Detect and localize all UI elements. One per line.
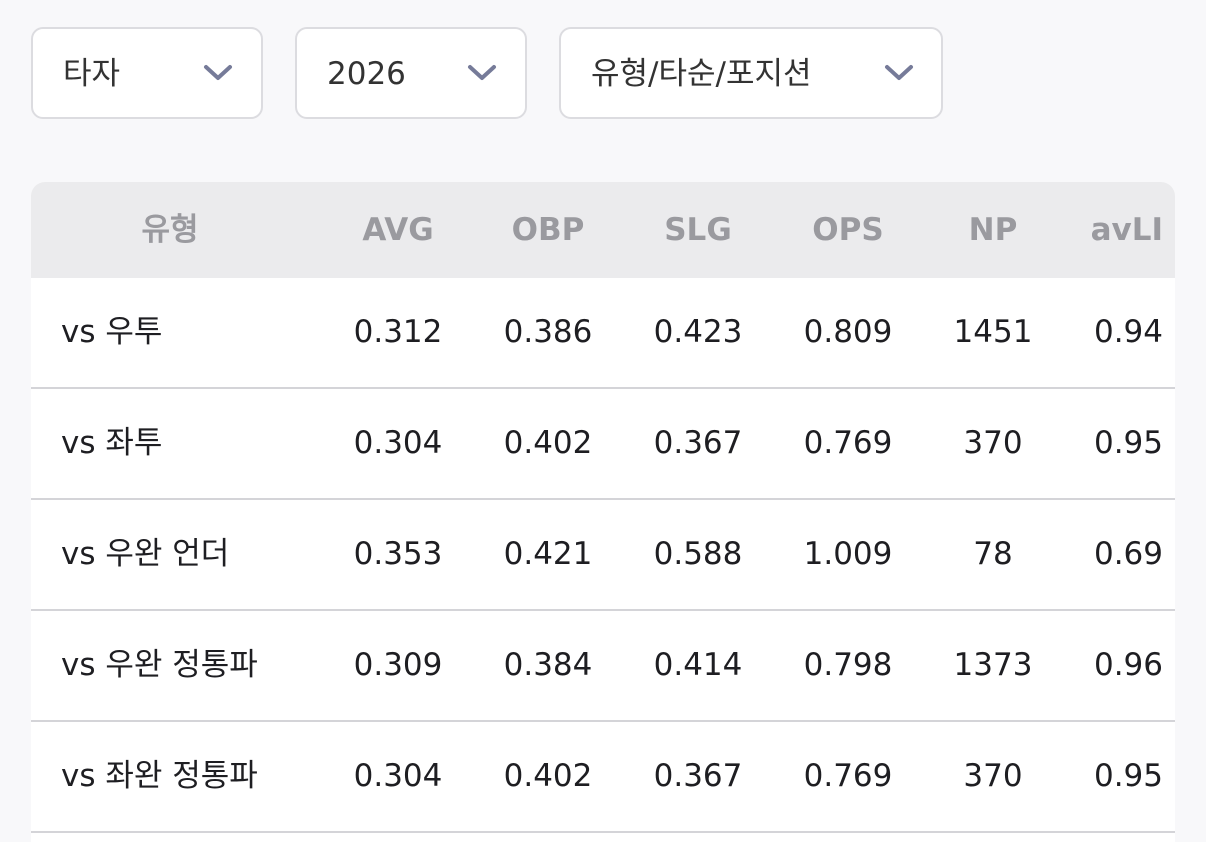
stat-cell: 78 (973, 536, 1013, 572)
stat-cell: 0.588 (653, 536, 743, 572)
table-row: vs 우투 0.312 0.386 0.423 0.809 1451 0.94 (31, 278, 1175, 389)
row-label: vs 우완 언더 (61, 536, 230, 572)
stat-cell: 0.309 (353, 647, 443, 683)
chevron (468, 65, 496, 80)
stat-cell: 0.414 (653, 647, 743, 683)
chevron (204, 65, 232, 80)
stat-cell: 0.353 (353, 536, 443, 572)
dropdown-label: 유형/타순/포지션 (591, 56, 812, 92)
stat-cell: 0.421 (503, 536, 593, 572)
stat-cell: 0.304 (353, 425, 443, 461)
header-cell[interactable]: SLG (664, 212, 732, 248)
table-header: 유형 AVG OBP SLG OPS NP avLI (31, 182, 1175, 280)
stats-table: 유형 AVG OBP SLG OPS NP avLI vs 우투 0.312 0.386 0.423… (31, 182, 1175, 842)
stat-cell: 0.769 (803, 425, 893, 461)
header-cell[interactable]: OPS (812, 212, 884, 248)
table-row: vs 좌완 정통파 0.304 0.402 0.367 0.769 370 0.95 (31, 722, 1175, 833)
stat-cell: 0.367 (653, 425, 743, 461)
table-row: vs 우완 언더 0.353 0.421 0.588 1.009 78 0.69 (31, 500, 1175, 611)
dropdown-label: 타자 (63, 56, 121, 92)
table-row: vs 좌투 0.304 0.402 0.367 0.769 370 0.95 (31, 389, 1175, 500)
stat-cell: 370 (963, 758, 1023, 794)
table-row: vs 우완 정통파 0.309 0.384 0.414 0.798 1373 0.96 (31, 611, 1175, 722)
row-label: vs 우투 (61, 314, 163, 350)
stat-cell: 0.809 (803, 314, 893, 350)
stat-cell: 0.96 (1093, 647, 1163, 683)
stat-cell: 0.367 (653, 758, 743, 794)
chevron (885, 65, 913, 80)
row-label: vs 우완 정통파 (61, 647, 258, 683)
stat-cell: 0.423 (653, 314, 743, 350)
stat-cell: 370 (963, 425, 1023, 461)
stat-cell: 0.95 (1093, 425, 1163, 461)
stat-cell: 0.386 (503, 314, 593, 350)
dropdown-label: 2026 (327, 56, 406, 92)
header-cell[interactable]: avLI (1090, 212, 1163, 248)
stat-cell: 1451 (953, 314, 1033, 350)
stat-cell: 0.94 (1093, 314, 1163, 350)
stat-cell: 0.69 (1093, 536, 1163, 572)
dropdown[interactable]: 타자 (31, 27, 263, 119)
dropdown[interactable]: 2026 (295, 27, 527, 119)
row-label: vs 좌완 정통파 (61, 758, 258, 794)
header-cell[interactable]: 유형 (141, 212, 199, 248)
stat-cell: 0.95 (1093, 758, 1163, 794)
stat-cell: 0.384 (503, 647, 593, 683)
stat-cell: 0.312 (353, 314, 443, 350)
row-label: vs 좌투 (61, 425, 163, 461)
stat-cell: 1373 (953, 647, 1033, 683)
stat-cell: 0.402 (503, 758, 593, 794)
stat-cell: 1.009 (803, 536, 893, 572)
stat-cell: 0.402 (503, 425, 593, 461)
dropdown[interactable]: 유형/타순/포지션 (559, 27, 943, 119)
header-cell[interactable]: OBP (511, 212, 585, 248)
header-cell[interactable]: AVG (362, 212, 434, 248)
stat-cell: 0.769 (803, 758, 893, 794)
header-cell[interactable]: NP (968, 212, 1018, 248)
stat-cell: 0.304 (353, 758, 443, 794)
stat-cell: 0.798 (803, 647, 893, 683)
